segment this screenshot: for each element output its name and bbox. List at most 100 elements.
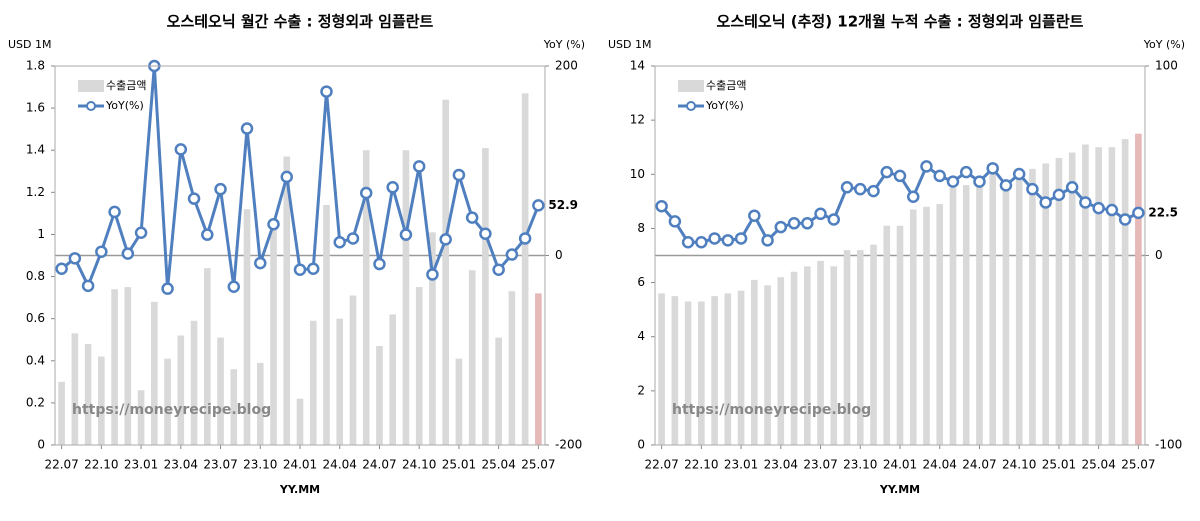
y-tick-label: 0.4 — [26, 353, 45, 367]
bar — [376, 346, 383, 445]
y-tick-label: 14 — [630, 59, 645, 73]
marker — [399, 228, 413, 241]
bar — [1015, 174, 1023, 446]
bar — [243, 209, 251, 445]
x-tick-label: 24.01 — [283, 458, 317, 472]
bar — [1068, 152, 1076, 445]
plot-frame — [654, 65, 1146, 446]
marker — [1052, 188, 1066, 202]
marker — [532, 199, 545, 212]
marker — [867, 184, 880, 198]
marker — [880, 165, 894, 179]
bar — [151, 301, 158, 445]
y-axis-label: USD 1M — [608, 38, 652, 51]
chart-title: 오스테오닉 월간 수출 : 정형외과 임플란트 — [167, 13, 434, 31]
bar — [684, 301, 692, 445]
x-tick-label: 25.04 — [481, 458, 515, 472]
bar — [190, 320, 198, 445]
marker — [55, 262, 68, 276]
bar — [883, 225, 891, 445]
bar — [203, 268, 211, 445]
y2-tick-label: 0 — [555, 248, 563, 262]
marker — [134, 226, 148, 240]
bar — [283, 156, 291, 446]
bar — [909, 209, 917, 445]
bar — [658, 293, 665, 445]
marker — [201, 228, 214, 241]
x-tick-label: 25.07 — [521, 458, 555, 472]
bar — [98, 356, 105, 445]
bar — [323, 204, 330, 445]
marker — [465, 211, 479, 224]
marker — [254, 256, 267, 270]
legend-label: YoY(%) — [105, 99, 144, 112]
bar — [111, 289, 118, 445]
bar — [1029, 168, 1036, 445]
marker — [893, 169, 907, 183]
y2-tick-label: 100 — [1155, 59, 1178, 73]
bar — [698, 301, 705, 445]
x-tick-label: 25.07 — [1121, 458, 1155, 472]
y2-axis-label: YoY (%) — [543, 38, 585, 51]
bar — [923, 206, 930, 445]
marker — [505, 248, 519, 261]
marker — [959, 165, 973, 179]
x-tick-label: 23.01 — [124, 458, 158, 472]
bar — [724, 293, 732, 445]
marker — [1065, 181, 1079, 194]
marker — [1026, 182, 1039, 196]
bar — [535, 293, 542, 445]
bar — [482, 148, 489, 445]
y-tick-label: 0.2 — [26, 395, 45, 409]
y-tick-label: 12 — [630, 113, 645, 127]
bar — [442, 99, 449, 445]
marker — [668, 215, 682, 228]
marker — [814, 207, 827, 221]
y-axis-label: USD 1M — [8, 38, 52, 51]
marker — [721, 234, 735, 247]
bar — [124, 287, 132, 445]
bar — [336, 318, 344, 445]
marker — [492, 263, 505, 276]
x-tick-label: 22.07 — [44, 458, 78, 472]
x-tick-label: 24.01 — [883, 458, 917, 472]
y-tick-label: 6 — [637, 275, 645, 289]
marker — [108, 205, 121, 219]
bar — [777, 277, 785, 445]
bar — [508, 291, 516, 445]
marker — [1118, 213, 1132, 226]
marker — [333, 235, 346, 249]
y2-tick-label: 200 — [555, 59, 578, 73]
legend-label: YoY(%) — [705, 99, 744, 112]
marker — [774, 220, 788, 234]
y2-axis-label: YoY (%) — [1143, 38, 1185, 51]
bar — [1121, 139, 1129, 446]
y-tick-label: 0.6 — [26, 311, 45, 325]
bar — [1135, 133, 1142, 445]
y-tick-label: 1.2 — [26, 185, 45, 199]
x-tick-label: 23.07 — [803, 458, 837, 472]
bar — [711, 296, 718, 445]
x-tick-label: 23.07 — [203, 458, 237, 472]
y-tick-label: 1.8 — [26, 59, 45, 73]
bar — [856, 250, 864, 445]
marker — [479, 227, 492, 240]
marker — [827, 213, 841, 226]
marker — [1012, 167, 1026, 181]
y-tick-label: 8 — [637, 221, 645, 235]
marker — [426, 268, 439, 281]
x-tick-label: 24.07 — [962, 458, 996, 472]
bar — [976, 182, 983, 445]
marker — [174, 143, 188, 156]
legend-swatch — [678, 80, 704, 92]
bar — [896, 225, 904, 445]
chart-title: 오스테오닉 (추정) 12개월 누적 수출 : 정형외과 임플란트 — [717, 13, 1084, 31]
x-tick-label: 22.10 — [84, 458, 118, 472]
bar — [137, 390, 145, 445]
marker — [986, 162, 999, 175]
bar — [817, 260, 824, 445]
legend-label: 수출금액 — [706, 79, 746, 92]
marker — [920, 160, 933, 173]
bar — [737, 290, 745, 445]
bar — [309, 320, 317, 445]
